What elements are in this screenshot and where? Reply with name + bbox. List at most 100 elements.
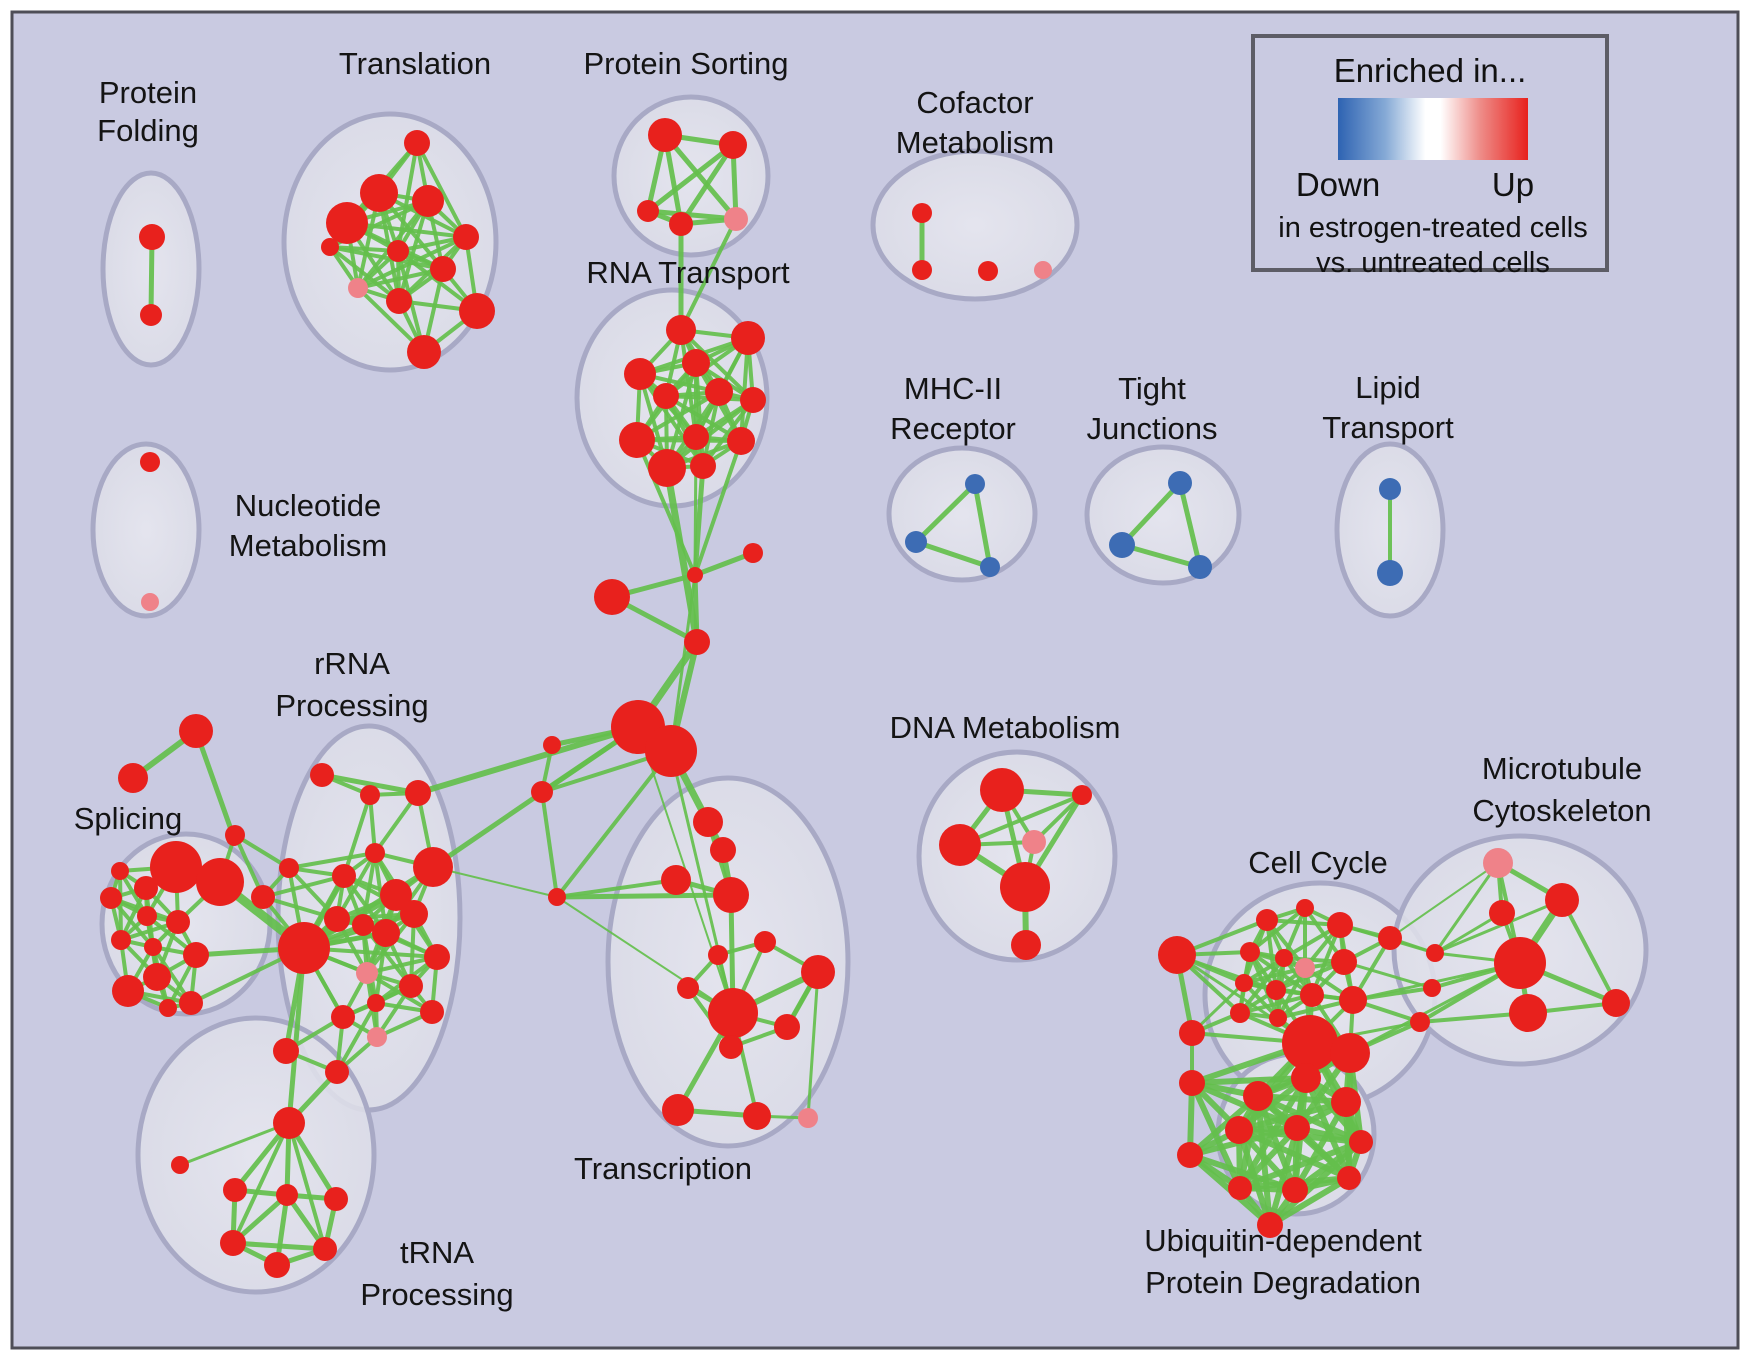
network-node-cc5[interactable] (1240, 942, 1260, 962)
network-node-tj2[interactable] (1109, 532, 1135, 558)
network-node-ch2[interactable] (743, 543, 763, 563)
network-node-lp2[interactable] (1377, 560, 1403, 586)
network-node-mt2[interactable] (1545, 883, 1579, 917)
network-node-rr18[interactable] (399, 974, 423, 998)
network-node-sp12[interactable] (112, 975, 144, 1007)
network-node-dn6[interactable] (1011, 930, 1041, 960)
network-node-ub7[interactable] (1349, 1130, 1373, 1154)
network-node-cc11[interactable] (1300, 983, 1324, 1007)
network-node-tr11[interactable] (719, 1035, 743, 1059)
network-node-dn4[interactable] (1022, 830, 1046, 854)
network-node-tr7[interactable] (801, 955, 835, 989)
network-node-mt3[interactable] (1489, 900, 1515, 926)
network-node-cc6[interactable] (1275, 949, 1293, 967)
network-node-ub11[interactable] (1337, 1166, 1361, 1190)
network-node-dn1[interactable] (980, 768, 1024, 812)
network-node-rr24[interactable] (325, 1060, 349, 1084)
network-node-sp14[interactable] (159, 999, 177, 1017)
network-node-cc10[interactable] (1266, 980, 1286, 1000)
network-node-tj1[interactable] (1168, 471, 1192, 495)
network-node-ccA[interactable] (1179, 1020, 1205, 1046)
network-node-rr3[interactable] (279, 858, 299, 878)
network-node-rr9[interactable] (365, 843, 385, 863)
network-node-nm2[interactable] (141, 593, 159, 611)
network-node-cf1[interactable] (912, 203, 932, 223)
network-node-mt1[interactable] (1483, 848, 1513, 878)
network-node-tl9[interactable] (386, 288, 412, 314)
network-node-tr1[interactable] (693, 807, 723, 837)
network-node-ps2[interactable] (719, 131, 747, 159)
network-node-rr10[interactable] (413, 847, 453, 887)
network-node-tr8[interactable] (677, 977, 699, 999)
network-node-mb3[interactable] (1410, 1012, 1430, 1032)
network-node-tn7[interactable] (313, 1237, 337, 1261)
network-node-sp2[interactable] (196, 858, 244, 906)
network-node-wl2[interactable] (531, 781, 553, 803)
network-node-ps1[interactable] (648, 118, 682, 152)
network-node-rr23[interactable] (273, 1038, 299, 1064)
network-node-rt3[interactable] (624, 358, 656, 390)
network-node-cc0[interactable] (1158, 936, 1196, 974)
network-node-ps5[interactable] (724, 207, 748, 231)
network-node-ch1[interactable] (687, 567, 703, 583)
network-node-sp4[interactable] (134, 876, 158, 900)
network-node-tr14[interactable] (798, 1108, 818, 1128)
network-node-tr3[interactable] (661, 865, 691, 895)
network-node-tl4[interactable] (326, 202, 368, 244)
network-node-tr2[interactable] (710, 837, 736, 863)
network-node-rt7[interactable] (740, 387, 766, 413)
network-node-rt10[interactable] (727, 427, 755, 455)
network-node-mh3[interactable] (980, 557, 1000, 577)
network-node-tr13[interactable] (743, 1102, 771, 1130)
network-node-tn6[interactable] (220, 1230, 246, 1256)
network-node-cc4[interactable] (1378, 926, 1402, 950)
network-node-rr4[interactable] (225, 825, 245, 845)
network-node-tl5[interactable] (453, 224, 479, 250)
network-node-cc13[interactable] (1230, 1003, 1250, 1023)
network-node-ub12[interactable] (1257, 1212, 1283, 1238)
network-node-tl8[interactable] (348, 278, 368, 298)
network-node-cf2[interactable] (912, 260, 932, 280)
network-node-sp6[interactable] (137, 906, 157, 926)
network-node-nm1[interactable] (140, 452, 160, 472)
network-node-mt4[interactable] (1494, 937, 1546, 989)
network-node-rt4[interactable] (682, 349, 710, 377)
network-node-ch4[interactable] (684, 629, 710, 655)
network-node-rr16[interactable] (424, 944, 450, 970)
network-node-ub6[interactable] (1284, 1115, 1310, 1141)
network-node-tn5[interactable] (324, 1187, 348, 1211)
network-node-ub4[interactable] (1331, 1087, 1361, 1117)
network-node-ub9[interactable] (1228, 1176, 1252, 1200)
network-node-rr19[interactable] (367, 994, 385, 1012)
network-node-cc16[interactable] (1330, 1033, 1370, 1073)
network-node-rt1[interactable] (666, 315, 696, 345)
network-node-pf1[interactable] (139, 224, 165, 250)
network-node-ub1[interactable] (1179, 1070, 1205, 1096)
network-node-rt2[interactable] (731, 321, 765, 355)
network-node-rr22[interactable] (367, 1027, 387, 1047)
network-node-mt5[interactable] (1509, 994, 1547, 1032)
network-node-cc9[interactable] (1235, 974, 1253, 992)
network-node-tr4[interactable] (713, 877, 749, 913)
network-node-sp8[interactable] (111, 930, 131, 950)
network-node-rr8[interactable] (332, 864, 356, 888)
network-node-ps4[interactable] (669, 212, 693, 236)
network-node-dn5[interactable] (1000, 862, 1050, 912)
network-node-tl6[interactable] (387, 240, 409, 262)
network-node-cc15[interactable] (1282, 1015, 1338, 1071)
network-node-rr11[interactable] (380, 879, 412, 911)
network-node-sp10[interactable] (183, 942, 209, 968)
network-node-sp1[interactable] (150, 841, 202, 893)
network-node-rt9[interactable] (683, 424, 709, 450)
network-node-dn2[interactable] (1072, 785, 1092, 805)
network-node-ub8[interactable] (1177, 1142, 1203, 1168)
network-node-tl12[interactable] (321, 238, 339, 256)
network-node-mt6[interactable] (1602, 989, 1630, 1017)
network-node-rr21[interactable] (420, 1000, 444, 1024)
network-node-sp13[interactable] (179, 991, 203, 1015)
network-node-tr10[interactable] (774, 1014, 800, 1040)
network-node-tl1[interactable] (404, 130, 430, 156)
network-node-cc8[interactable] (1331, 949, 1357, 975)
network-node-cf4[interactable] (1034, 261, 1052, 279)
network-node-mh1[interactable] (965, 474, 985, 494)
